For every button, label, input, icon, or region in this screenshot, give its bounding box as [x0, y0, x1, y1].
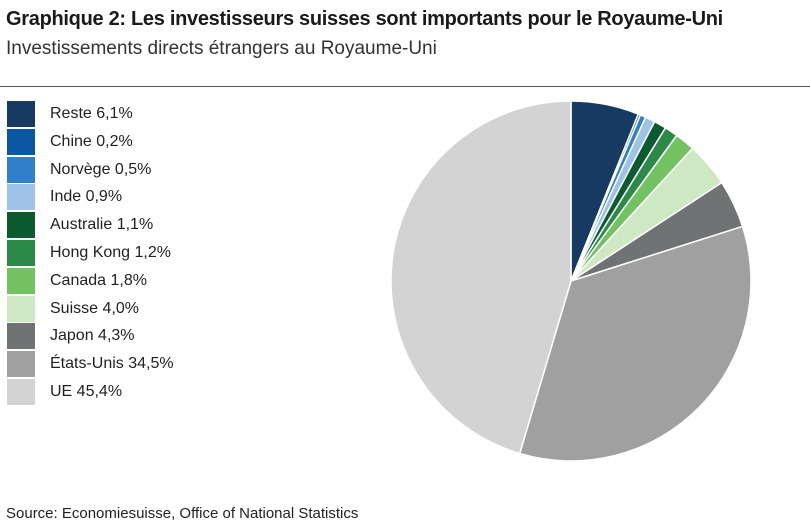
legend-label: Canada 1,8%: [50, 271, 147, 289]
source-note: Source: Economiesuisse, Office of Nation…: [6, 505, 359, 522]
legend-label: Hong Kong 1,2%: [50, 243, 171, 261]
legend-item: Japon 4,3%: [7, 323, 247, 351]
legend-swatch: [7, 295, 35, 322]
legend-label: Australie 1,1%: [50, 216, 154, 234]
legend-item: Inde 0,9%: [7, 184, 247, 212]
legend-item: Hong Kong 1,2%: [7, 239, 247, 268]
legend-swatch: [7, 101, 35, 127]
legend-label: Chine 0,2%: [50, 132, 133, 150]
legend-label: Reste 6,1%: [50, 105, 133, 122]
legend-item: Chine 0,2%: [7, 128, 247, 157]
legend-item: Canada 1,8%: [7, 267, 247, 296]
legend-swatch: [7, 184, 35, 211]
legend-item: Norvège 0,5%: [7, 156, 247, 185]
legend-label: Norvège 0,5%: [50, 160, 152, 178]
legend-swatch: [7, 378, 35, 405]
legend-item: Reste 6,1%: [7, 101, 247, 129]
legend-label: États-Unis 34,5%: [50, 355, 174, 373]
legend-swatch: [7, 128, 35, 155]
legend-item: Suisse 4,0%: [7, 295, 247, 324]
legend-label: UE 45,4%: [50, 382, 123, 400]
legend-label: Japon 4,3%: [50, 327, 135, 345]
pie-slice: [390, 100, 572, 455]
legend-label: Inde 0,9%: [50, 188, 123, 206]
pie-chart: [390, 100, 752, 462]
legend-item: États-Unis 34,5%: [7, 351, 247, 379]
legend-swatch: [7, 323, 35, 350]
title-divider: [0, 86, 810, 87]
chart-title: Graphique 2: Les investisseurs suisses s…: [6, 8, 723, 30]
legend-label: Suisse 4,0%: [50, 299, 139, 317]
legend-swatch: [7, 239, 35, 266]
legend-swatch: [7, 156, 35, 183]
pie-slice: [518, 225, 752, 462]
legend-item: Australie 1,1%: [7, 212, 247, 240]
legend-item: UE 45,4%: [7, 378, 247, 407]
legend-swatch: [7, 267, 35, 294]
chart-subtitle: Investissements directs étrangers au Roy…: [6, 38, 437, 59]
legend: Reste 6,1% Chine 0,2% Norvège 0,5% Inde 0,9…: [7, 101, 247, 407]
legend-swatch: [7, 351, 35, 378]
legend-swatch: [7, 212, 35, 239]
